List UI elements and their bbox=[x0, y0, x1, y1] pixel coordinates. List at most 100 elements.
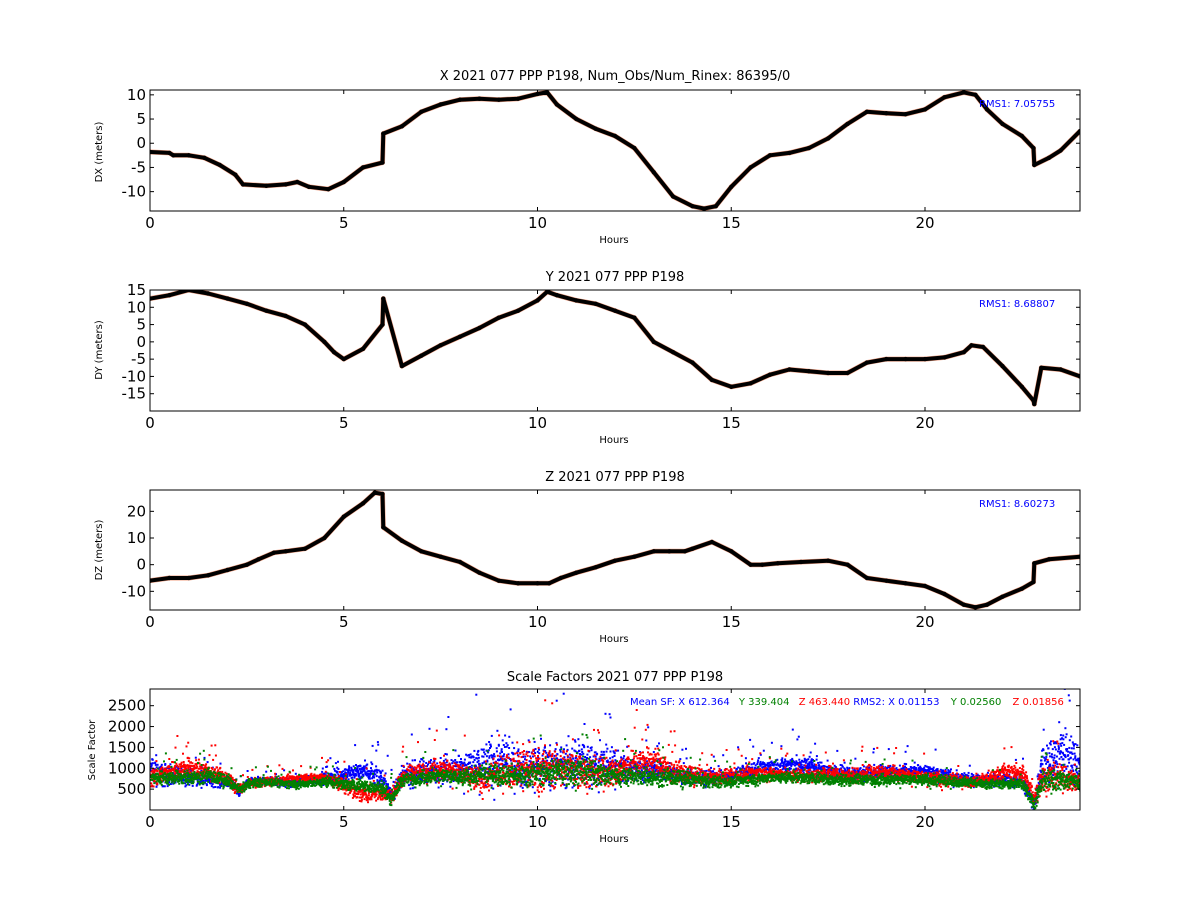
scatter-mark bbox=[210, 782, 213, 785]
scatter-mark bbox=[592, 755, 595, 758]
scatter-mark bbox=[379, 778, 382, 781]
scatter-mark bbox=[233, 779, 236, 781]
scatter-mark bbox=[160, 763, 163, 766]
scatter-mark bbox=[400, 764, 403, 767]
scatter-mark bbox=[160, 767, 162, 770]
data-point bbox=[380, 322, 385, 327]
scatter-mark bbox=[957, 773, 960, 776]
scatter-mark bbox=[395, 778, 398, 781]
data-point bbox=[225, 567, 230, 573]
data-point bbox=[1000, 594, 1005, 599]
scatter-mark bbox=[196, 765, 199, 768]
scatter-mark bbox=[534, 748, 537, 750]
scatter-mark bbox=[490, 754, 493, 757]
scatter-mark bbox=[180, 770, 183, 773]
scatter-mark bbox=[337, 773, 340, 776]
scatter-mark bbox=[703, 783, 705, 786]
scatter-mark bbox=[171, 761, 174, 763]
scatter-mark bbox=[422, 764, 425, 767]
scatter-mark bbox=[1061, 737, 1064, 740]
scatter-mark bbox=[195, 784, 198, 787]
scatter-mark bbox=[825, 769, 828, 771]
scatter-mark bbox=[604, 773, 607, 776]
scatter-mark bbox=[214, 744, 217, 747]
scatter-mark bbox=[1048, 742, 1051, 745]
scatter-mark bbox=[487, 751, 490, 754]
scatter-mark bbox=[776, 758, 779, 761]
scatter-mark bbox=[888, 766, 891, 769]
scatter-mark bbox=[1003, 774, 1006, 776]
scatter-mark bbox=[1065, 733, 1068, 736]
scatter-mark bbox=[347, 771, 350, 774]
scatter-mark bbox=[430, 759, 432, 762]
scatter-mark bbox=[776, 762, 779, 765]
scatter-mark bbox=[913, 766, 916, 768]
rms-annotation: RMS1: 8.68807 bbox=[979, 299, 1055, 310]
scatter-mark bbox=[550, 754, 552, 757]
scatter-mark bbox=[443, 765, 446, 768]
scatter-mark bbox=[335, 770, 338, 773]
scatter-mark bbox=[971, 775, 974, 778]
scatter-mark bbox=[792, 763, 795, 766]
scatter-mark bbox=[801, 769, 804, 772]
scatter-mark bbox=[594, 755, 597, 758]
data-point bbox=[186, 290, 191, 293]
scatter-mark bbox=[1068, 739, 1071, 742]
scatter-mark bbox=[186, 756, 189, 759]
scatter-mark bbox=[577, 776, 579, 779]
scatter-mark bbox=[347, 770, 350, 773]
scatter-mark bbox=[807, 766, 810, 769]
scatter-mark bbox=[996, 776, 999, 779]
scatter-mark bbox=[908, 769, 911, 771]
scatter-mark bbox=[191, 784, 194, 787]
scatter-mark bbox=[1076, 744, 1079, 747]
scatter-mark bbox=[182, 752, 184, 755]
scatter-mark bbox=[200, 786, 203, 789]
scatter-mark bbox=[380, 776, 383, 779]
scatter-mark bbox=[867, 771, 870, 774]
scatter-mark bbox=[904, 765, 906, 768]
scatter-mark bbox=[594, 764, 596, 767]
scatter-mark bbox=[647, 726, 650, 729]
scatter-mark bbox=[601, 753, 604, 756]
scatter-mark bbox=[737, 746, 740, 749]
scatter-mark bbox=[1059, 742, 1062, 745]
scatter-mark bbox=[1054, 762, 1057, 764]
scatter-mark bbox=[513, 764, 516, 767]
scatter-mark bbox=[573, 749, 576, 752]
scatter-mark bbox=[617, 749, 620, 752]
scatter-mark bbox=[475, 767, 478, 770]
scatter-mark bbox=[160, 765, 163, 768]
scatter-mark bbox=[712, 770, 715, 773]
scatter-mark bbox=[967, 771, 970, 774]
scatter-mark bbox=[168, 781, 171, 783]
scatter-mark bbox=[377, 784, 380, 787]
scatter-mark bbox=[342, 770, 345, 773]
scatter-mark bbox=[409, 766, 412, 769]
scatter-mark bbox=[578, 749, 581, 752]
scatter-mark bbox=[454, 759, 457, 761]
x-tick-label: 20 bbox=[915, 214, 934, 232]
scatter-mark bbox=[516, 754, 519, 757]
data-point bbox=[150, 296, 153, 301]
x-axis-label: Hours bbox=[599, 235, 628, 246]
scatter-mark bbox=[805, 759, 808, 762]
scatter-mark bbox=[360, 776, 363, 779]
scatter-mark bbox=[843, 761, 846, 764]
scatter-mark bbox=[186, 781, 189, 784]
scatter-mark bbox=[603, 753, 606, 756]
scatter-mark bbox=[428, 727, 431, 730]
scatter-mark bbox=[472, 756, 475, 759]
scatter-mark bbox=[705, 769, 708, 772]
scatter-mark bbox=[720, 769, 723, 772]
scatter-mark bbox=[159, 773, 162, 776]
data-point bbox=[612, 133, 618, 139]
scatter-mark bbox=[673, 767, 676, 770]
scatter-mark bbox=[1060, 764, 1063, 767]
scatter-mark bbox=[863, 780, 866, 783]
scatter-mark bbox=[376, 741, 379, 744]
scatter-mark bbox=[238, 794, 241, 797]
scatter-mark bbox=[631, 766, 633, 769]
data-point bbox=[787, 367, 792, 372]
scatter-mark bbox=[800, 763, 803, 766]
